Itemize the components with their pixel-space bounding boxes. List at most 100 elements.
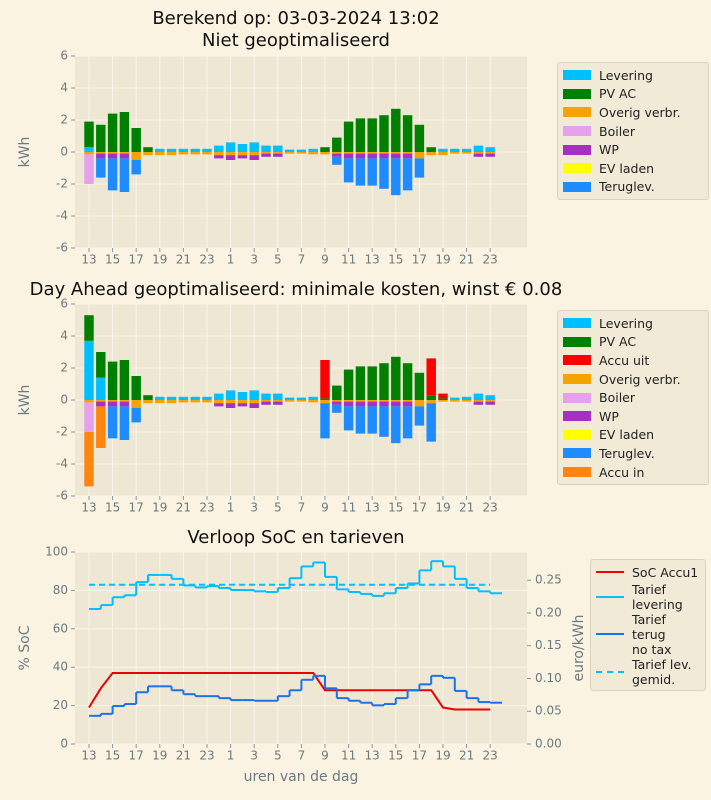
legend-label: PV AC: [599, 86, 637, 102]
x-tick-label: 21: [459, 749, 474, 763]
legend-label: Overig verbr.: [599, 371, 681, 387]
x-tick-label: 17: [412, 749, 427, 763]
bar: [485, 395, 495, 400]
legend-label: Teruglev.: [599, 179, 655, 195]
bar: [214, 400, 224, 404]
legend-swatch: [563, 392, 591, 403]
y2-tick-label: 0.10: [535, 671, 562, 685]
line: [88, 671, 491, 711]
bar: [426, 395, 436, 400]
bar: [107, 158, 118, 191]
y2-tick-label: 0.00: [535, 737, 562, 751]
chart-title: Day Ahead geoptimaliseerd: minimale kost…: [29, 279, 563, 300]
legend-entry: Overig verbr.: [563, 103, 703, 122]
x-tick-label: 15: [388, 749, 403, 763]
step-riser: [99, 561, 492, 610]
bar: [355, 153, 366, 159]
x-tick-label: 13: [81, 253, 96, 267]
step-riser: [99, 675, 492, 716]
bar: [214, 145, 224, 152]
bar: [320, 403, 330, 439]
x-tick-label: 21: [176, 501, 191, 515]
bar: [143, 147, 153, 152]
bar: [143, 152, 153, 156]
legend-entry: Teruglev.: [563, 178, 703, 197]
bar: [402, 401, 413, 407]
bar: [155, 148, 165, 152]
legend-swatch: [563, 429, 591, 440]
bar: [414, 158, 425, 178]
x-tick-label: 21: [176, 749, 191, 763]
legend-line: [596, 595, 624, 598]
bar: [355, 152, 366, 154]
x-tick-label: 7: [298, 253, 306, 267]
bar: [84, 121, 94, 148]
bar: [225, 155, 236, 160]
bar: [485, 153, 495, 157]
chart-title: Berekend op: 03-03-2024 13:02 Niet geopt…: [152, 8, 440, 51]
bar: [284, 397, 295, 400]
bar: [438, 152, 448, 156]
legend-entry: EV laden: [563, 426, 703, 445]
bar: [202, 400, 212, 403]
bar: [225, 390, 236, 400]
bar: [332, 152, 342, 154]
bar: [402, 158, 413, 191]
bar: [273, 393, 283, 400]
legend-entry: Levering: [563, 314, 703, 333]
bar: [119, 401, 130, 407]
legend-label: Boiler: [599, 123, 635, 139]
legend-label: Overig verbr.: [599, 104, 681, 120]
legend-swatch: [563, 181, 591, 192]
y2-tick-label: 0.15: [535, 638, 562, 652]
x-tick-label: 11: [341, 501, 356, 515]
bar: [96, 158, 106, 178]
bar: [343, 401, 354, 407]
legend-label: Tarief levering: [632, 581, 683, 612]
bar: [249, 152, 259, 156]
x-tick-label: 23: [199, 501, 214, 515]
bar: [166, 396, 177, 400]
legend-entry: PV AC: [563, 85, 703, 104]
bar: [355, 400, 366, 402]
bar: [379, 401, 389, 407]
y-tick-label: -2: [56, 177, 68, 191]
x-tick-label: 15: [105, 749, 120, 763]
bar: [485, 400, 495, 402]
y-tick-label: -2: [56, 425, 68, 439]
legend-swatch: [563, 126, 591, 137]
legend-label: Accu uit: [599, 352, 650, 368]
bar: [261, 393, 271, 400]
bar: [296, 152, 307, 154]
x-tick-label: 9: [321, 253, 329, 267]
bar: [391, 356, 401, 400]
bar: [461, 400, 472, 402]
legend-label: Accu in: [599, 464, 645, 480]
bar: [143, 400, 153, 404]
bar: [320, 400, 330, 404]
bar: [131, 400, 141, 408]
bar: [379, 158, 389, 189]
legend-entry: EV laden: [563, 159, 703, 178]
x-axis-label: uren van de dag: [244, 769, 359, 785]
bar: [367, 366, 377, 400]
bar: [84, 402, 94, 432]
bar: [332, 156, 342, 165]
bar: [155, 396, 165, 400]
legend-label: WP: [599, 408, 619, 424]
y-tick-label: -4: [56, 209, 68, 223]
bar: [391, 152, 401, 154]
x-tick-label: 5: [274, 501, 282, 515]
bar: [202, 148, 212, 152]
bar: [143, 395, 153, 400]
bar: [249, 390, 259, 400]
legend-swatch: [563, 336, 591, 347]
x-tick-label: 19: [435, 501, 450, 515]
bar: [426, 400, 436, 404]
bar: [320, 398, 330, 400]
bar: [473, 153, 484, 157]
bar: [402, 363, 413, 400]
x-tick-label: 3: [250, 749, 258, 763]
